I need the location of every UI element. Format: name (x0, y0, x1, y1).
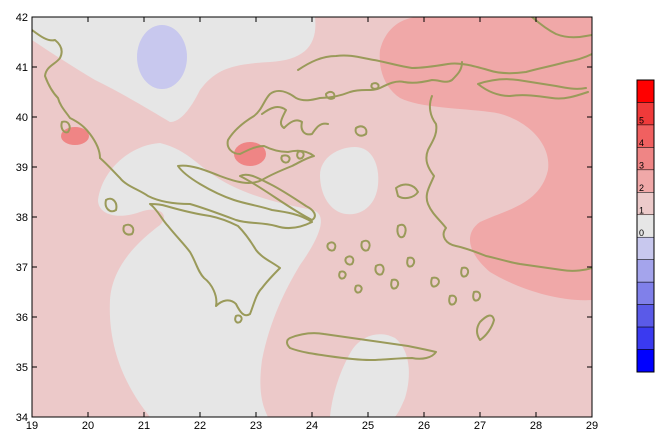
y-tick-label: 35 (16, 362, 28, 374)
contour-field (32, 17, 592, 417)
coastline-black-sea (531, 17, 592, 39)
coastline-dodecanese (430, 266, 482, 306)
coastline-chios (396, 223, 407, 239)
coastline-corfu (60, 120, 71, 134)
y-tick-label: 36 (16, 312, 28, 324)
x-axis: 19 20 21 22 23 24 25 26 27 28 29 (26, 17, 598, 430)
contour-hotspot-corfu (61, 127, 89, 145)
colorbar-label: 5 (639, 115, 644, 125)
contour-neutral-central (98, 143, 321, 417)
colorbar-segment (636, 304, 655, 328)
coastline-kefalonia (104, 197, 135, 236)
coastline-adriatic (32, 29, 101, 159)
x-tick-label: 19 (26, 420, 38, 430)
coastlines (32, 17, 592, 361)
x-tick-label: 27 (474, 420, 486, 430)
contour-neutral-aegean (320, 147, 379, 215)
coastline-lemnos (354, 125, 368, 137)
y-tick-label: 40 (16, 112, 28, 124)
coastline-peloponnese (149, 203, 281, 317)
colorbar-label: 4 (639, 138, 644, 148)
y-tick-label: 42 (16, 12, 28, 24)
coastline-cyclades (326, 239, 416, 294)
coastline-rhodes (476, 314, 495, 341)
coastline-thrace (297, 53, 592, 75)
x-tick-label: 21 (138, 420, 150, 430)
x-tick-label: 25 (362, 420, 374, 430)
colorbar-label: 3 (639, 160, 644, 170)
coastline-anatolia (425, 95, 592, 272)
coastline-chalkidiki (261, 106, 329, 136)
x-tick-label: 23 (250, 420, 262, 430)
y-tick-label: 37 (16, 262, 28, 274)
colorbar-segment (636, 281, 655, 305)
x-tick-label: 22 (194, 420, 206, 430)
x-tick-label: 24 (306, 420, 318, 430)
colorbar-segment (636, 349, 655, 373)
colorbar-frame (636, 79, 655, 373)
coastline-sporades (280, 150, 305, 164)
colorbar-segment (636, 259, 655, 283)
coastline-crete (286, 332, 437, 361)
coastline-kythera (234, 314, 243, 324)
colorbar-segment (636, 236, 655, 260)
colorbar-label: 1 (639, 205, 644, 215)
contour-warm-northeast (379, 17, 592, 301)
x-tick-label: 20 (82, 420, 94, 430)
coastline-greek-mainland (99, 61, 463, 230)
y-tick-label: 39 (16, 162, 28, 174)
contour-coolspot-north (137, 25, 187, 89)
colorbar-segment (636, 79, 655, 103)
contour-neutral-crete (330, 334, 409, 417)
coastline-thasos (325, 82, 380, 100)
contour-hotspot-pelion (234, 142, 266, 166)
y-axis: 34 35 36 37 38 39 40 41 42 (16, 12, 592, 424)
colorbar-label: 2 (639, 183, 644, 193)
x-tick-label: 26 (418, 420, 430, 430)
colorbar: 5 4 3 2 1 0 (636, 79, 655, 373)
x-tick-label: 28 (530, 420, 542, 430)
x-tick-label: 29 (586, 420, 598, 430)
y-tick-label: 34 (16, 412, 28, 424)
y-tick-label: 38 (16, 212, 28, 224)
coastline-marmara (477, 78, 589, 100)
colorbar-label: 0 (639, 228, 644, 238)
colorbar-segment (636, 326, 655, 350)
y-tick-label: 41 (16, 62, 28, 74)
coastline-euboea (239, 173, 316, 221)
coastline-lesbos (395, 183, 419, 200)
